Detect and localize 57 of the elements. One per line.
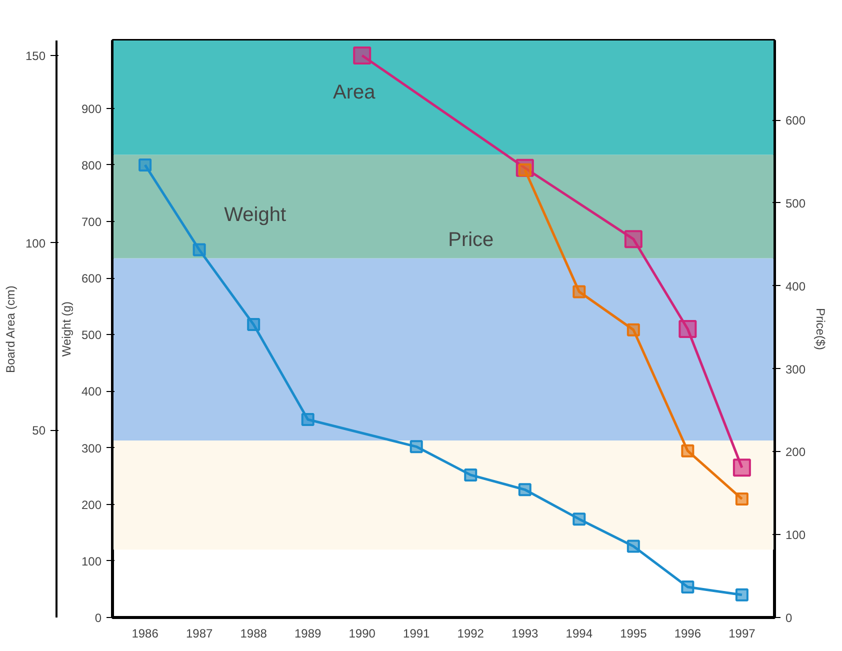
- point: [626, 540, 640, 553]
- x-tick-label: 1997: [728, 626, 756, 640]
- y2-tick-label: 600: [786, 114, 806, 128]
- point: [681, 444, 694, 458]
- point: [410, 440, 423, 454]
- point: [464, 468, 478, 482]
- y-tick-label: 100: [81, 554, 102, 568]
- x-tick-label: 1996: [674, 626, 702, 640]
- y-tick-label: 400: [81, 384, 102, 399]
- y-tick-label: 200: [81, 498, 102, 512]
- point: [735, 588, 748, 602]
- y-tick-label: 600: [81, 272, 102, 286]
- point: [138, 158, 152, 172]
- point: [301, 413, 314, 426]
- y-tick-label: 800: [81, 158, 102, 172]
- y-tick-label: 900: [81, 102, 102, 116]
- y3-axis-title: Board Area (cm): [3, 286, 18, 374]
- x-tick-label: 1989: [294, 626, 322, 640]
- y-tick-label: 700: [81, 215, 102, 230]
- point: [678, 320, 697, 338]
- x-tick-label: 1995: [620, 626, 648, 640]
- point: [192, 243, 206, 256]
- x-tick-label: 1986: [132, 626, 159, 640]
- point: [735, 492, 748, 506]
- x-tick-label: 1990: [348, 626, 376, 640]
- y2-tick-label: 400: [786, 279, 806, 294]
- series-label: Area: [332, 81, 376, 104]
- y-tick-label: 300: [81, 441, 102, 456]
- y2-tick-label: 100: [786, 528, 806, 542]
- y-tick-label: 500: [81, 328, 102, 342]
- x-tick-label: 1991: [403, 626, 430, 640]
- x-tick-label: 1988: [240, 626, 268, 640]
- point: [247, 318, 260, 331]
- y2-axis-title: Price($): [814, 308, 828, 350]
- y2-tick-label: 500: [786, 196, 806, 210]
- y-tick-label: 0: [94, 611, 102, 625]
- x-tick-label: 1987: [186, 626, 213, 640]
- y3-tick-label: 100: [25, 236, 46, 250]
- x-tick-label: 1992: [457, 626, 484, 640]
- y2-tick-label: 0: [786, 611, 792, 625]
- point: [518, 483, 532, 496]
- x-tick-label: 1994: [566, 626, 593, 640]
- y3-tick-label: 50: [32, 424, 46, 438]
- y2-tick-label: 300: [786, 362, 806, 376]
- point: [624, 230, 642, 248]
- point: [353, 46, 372, 64]
- point: [732, 458, 751, 477]
- point: [681, 580, 694, 594]
- y-axis-title: Weight (g): [59, 301, 74, 357]
- y2-tick-label: 200: [786, 445, 806, 460]
- point: [572, 512, 586, 526]
- point: [572, 285, 586, 298]
- y3-tick-label: 150: [25, 48, 46, 63]
- text: Price: [448, 228, 494, 251]
- point: [626, 323, 640, 336]
- x-tick-label: 1993: [512, 626, 539, 640]
- series-label: Weight: [224, 204, 286, 226]
